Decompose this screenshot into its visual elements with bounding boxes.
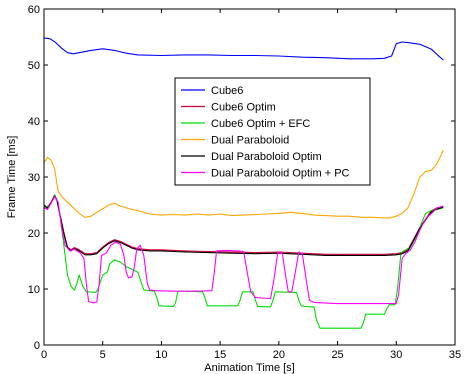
x-tick-label: 25 [331, 349, 343, 361]
x-tick-label: 0 [41, 349, 47, 361]
legend-label-2: Cube6 Optim + EFC [211, 118, 310, 130]
x-tick-label: 30 [390, 349, 402, 361]
legend-box [174, 77, 371, 186]
legend-label-3: Dual Paraboloid [211, 135, 289, 147]
y-tick-label: 20 [28, 228, 40, 240]
series-line-3 [43, 149, 444, 219]
legend-label-5: Dual Paraboloid Optim + PC [211, 168, 350, 180]
x-tick-label: 20 [273, 349, 285, 361]
y-tick-label: 60 [28, 4, 40, 16]
series-layer [43, 37, 444, 329]
y-tick-label: 30 [28, 172, 40, 184]
y-tick-label: 40 [28, 116, 40, 128]
x-tick-label: 15 [214, 349, 226, 361]
series-line-2 [43, 194, 444, 329]
legend-label-4: Dual Paraboloid Optim [211, 151, 322, 163]
series-line-0 [43, 37, 444, 61]
series-line-4 [43, 195, 444, 256]
x-tick-label: 35 [449, 349, 461, 361]
series-line-5 [43, 196, 444, 305]
y-tick-label: 0 [34, 340, 40, 352]
legend-label-0: Cube6 [211, 85, 243, 97]
x-tick-label: 5 [100, 349, 106, 361]
y-tick-label: 10 [28, 284, 40, 296]
y-axis-label: Frame Time [ms] [6, 136, 18, 219]
y-tick-label: 50 [28, 60, 40, 72]
ticks-layer: 0 5 10 15 20 25 30 35 0 10 20 30 40 50 60 [28, 4, 461, 361]
x-axis-label: Animation Time [s] [204, 362, 294, 374]
x-tick-label: 10 [155, 349, 167, 361]
legend: Cube6 Cube6 Optim Cube6 Optim + EFC Dual Pa… [174, 77, 371, 186]
legend-label-1: Cube6 Optim [211, 102, 276, 114]
